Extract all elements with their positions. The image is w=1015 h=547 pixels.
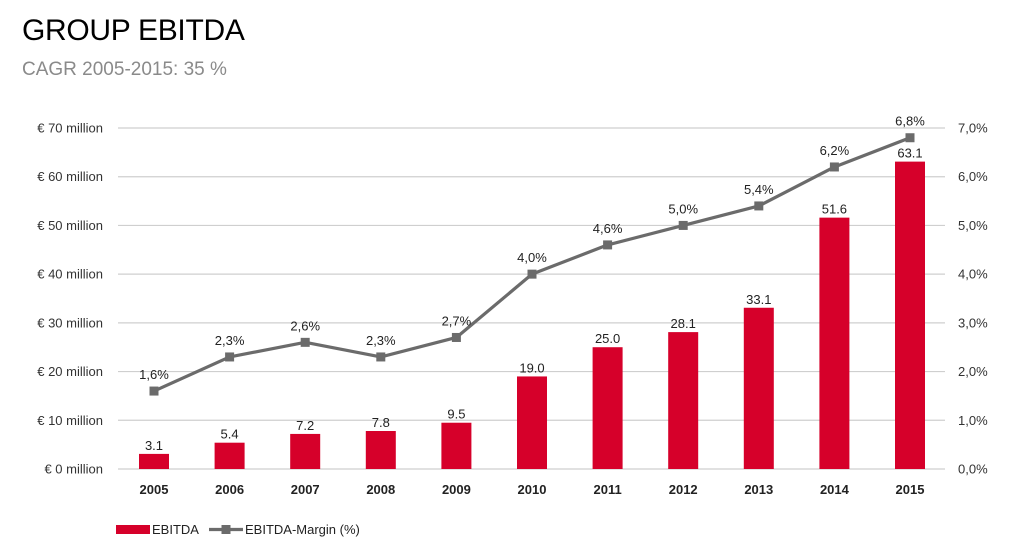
- legend-swatch-margin-marker: [221, 525, 231, 534]
- ebitda-bar-label: 19.0: [519, 360, 544, 375]
- y-right-tick-label: 7,0%: [958, 121, 988, 136]
- x-tick-label: 2012: [669, 482, 698, 497]
- ebitda-margin-point: [300, 337, 310, 347]
- ebitda-bar: [517, 376, 547, 469]
- y-left-tick-label: € 50 million: [37, 218, 103, 233]
- y-left-tick-label: € 60 million: [37, 169, 103, 184]
- ebitda-margin-label: 2,3%: [366, 333, 396, 348]
- y-left-tick-label: € 10 million: [37, 413, 103, 428]
- ebitda-bar: [365, 431, 396, 469]
- ebitda-bar: [592, 347, 623, 469]
- y-left-tick-label: € 0 million: [44, 462, 103, 477]
- ebitda-bar-label: 51.6: [822, 202, 847, 217]
- y-right-tick-label: 0,0%: [958, 462, 988, 477]
- chart-title: GROUP EBITDA: [22, 14, 245, 47]
- x-tick-label: 2015: [896, 482, 925, 497]
- x-tick-label: 2009: [442, 482, 471, 497]
- ebitda-margin-label: 5,4%: [744, 182, 774, 197]
- x-tick-label: 2013: [744, 482, 773, 497]
- ebitda-bar: [139, 453, 169, 469]
- ebitda-margin-label: 5,0%: [668, 201, 698, 216]
- ebitda-bar-label: 3.1: [145, 438, 163, 453]
- x-tick-label: 2011: [593, 482, 621, 497]
- legend-label-ebitda: EBITDA: [152, 522, 199, 537]
- x-tick-label: 2005: [140, 482, 169, 497]
- ebitda-bar: [895, 161, 925, 469]
- y-right-tick-label: 2,0%: [958, 364, 988, 379]
- ebitda-margin-label: 4,0%: [517, 250, 547, 265]
- ebitda-margin-point: [376, 352, 386, 362]
- x-tick-label: 2006: [215, 482, 244, 497]
- x-tick-label: 2014: [820, 482, 850, 497]
- ebitda-margin-point: [451, 332, 461, 342]
- ebitda-bar-label: 25.0: [595, 331, 620, 346]
- ebitda-margin-label: 2,7%: [442, 313, 472, 328]
- ebitda-bar: [214, 442, 245, 469]
- x-tick-label: 2008: [366, 482, 395, 497]
- ebitda-margin-point: [149, 386, 159, 396]
- ebitda-margin-label: 6,2%: [820, 143, 850, 158]
- y-left-tick-label: € 40 million: [37, 267, 103, 282]
- ebitda-bar-label: 9.5: [447, 407, 465, 422]
- y-right-tick-label: 5,0%: [958, 218, 988, 233]
- y-left-tick-label: € 70 million: [37, 121, 103, 136]
- ebitda-margin-point: [905, 133, 915, 143]
- y-left-tick-label: € 30 million: [37, 315, 103, 330]
- ebitda-margin-label: 6,8%: [895, 114, 925, 129]
- y-right-tick-label: 6,0%: [958, 169, 988, 184]
- ebitda-bar: [668, 332, 699, 469]
- x-tick-label: 2010: [518, 482, 547, 497]
- ebitda-margin-point: [527, 269, 537, 279]
- y-right-tick-label: 1,0%: [958, 413, 988, 428]
- ebitda-bar: [441, 422, 472, 469]
- ebitda-bar-label: 33.1: [746, 292, 771, 307]
- ebitda-margin-point: [678, 220, 688, 230]
- y-right-tick-label: 4,0%: [958, 267, 988, 282]
- y-left-tick-label: € 20 million: [37, 364, 103, 379]
- ebitda-bar-label: 7.2: [296, 418, 314, 433]
- ebitda-margin-label: 1,6%: [139, 367, 169, 382]
- ebitda-margin-point: [225, 352, 235, 362]
- y-right-tick-label: 3,0%: [958, 315, 988, 330]
- legend-label-margin: EBITDA-Margin (%): [245, 522, 360, 537]
- ebitda-margin-point: [603, 240, 613, 250]
- ebitda-margin-point: [754, 201, 764, 211]
- ebitda-bar-label: 63.1: [897, 146, 922, 161]
- ebitda-margin-point: [829, 162, 839, 172]
- ebitda-margin-label: 2,6%: [290, 318, 320, 333]
- ebitda-bar: [743, 307, 774, 469]
- ebitda-margin-label: 4,6%: [593, 221, 623, 236]
- ebitda-margin-label: 2,3%: [215, 333, 245, 348]
- chart-subtitle: CAGR 2005-2015: 35 %: [22, 59, 227, 80]
- x-tick-label: 2007: [291, 482, 320, 497]
- ebitda-bar-label: 5.4: [221, 427, 239, 442]
- ebitda-bar: [290, 433, 321, 469]
- legend-swatch-ebitda: [116, 525, 150, 534]
- ebitda-bar: [819, 217, 850, 469]
- ebitda-bar-label: 28.1: [671, 316, 696, 331]
- ebitda-bar-label: 7.8: [372, 415, 390, 430]
